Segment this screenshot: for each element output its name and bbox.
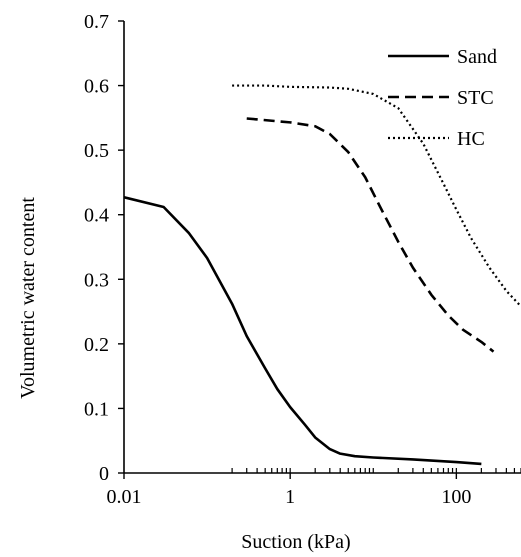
y-tick-label: 0 [99, 463, 109, 485]
legend-label-stc: STC [457, 87, 494, 109]
legend-label-sand: Sand [457, 46, 497, 68]
y-tick-label: 0.4 [84, 205, 109, 227]
y-tick-label: 0.3 [84, 269, 109, 291]
axes [118, 20, 521, 479]
series-line-stc [246, 117, 495, 353]
legend-label-hc: HC [457, 128, 485, 150]
y-tick-label: 0.7 [84, 11, 109, 33]
tick-labels: 0 0.1 0.2 0.3 0.4 0.5 0.6 0.7 0.01 1 100 [84, 11, 471, 508]
y-tick-label: 0.6 [84, 76, 109, 98]
x-tick-label: 0.01 [107, 486, 142, 508]
y-tick-label: 0.2 [84, 334, 109, 356]
x-tick-label: 100 [441, 486, 471, 508]
series-line-hc [232, 84, 521, 308]
y-axis-title: Volumetric water content [17, 197, 39, 399]
plot-marks [123, 84, 521, 466]
x-axis-title: Suction (kPa) [241, 531, 350, 553]
y-tick-label: 0.1 [84, 398, 109, 420]
legend: Sand STC HC [388, 46, 497, 150]
series-line-sand [123, 196, 482, 466]
x-tick-label: 1 [285, 486, 295, 508]
y-tick-label: 0.5 [84, 140, 109, 162]
